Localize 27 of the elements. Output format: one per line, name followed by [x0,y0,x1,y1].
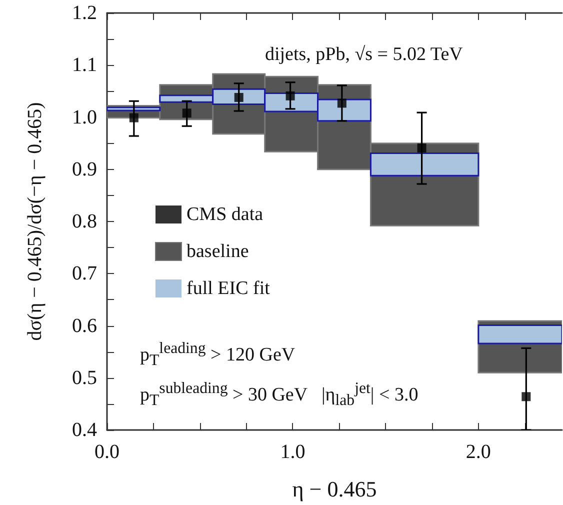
x-tick-label: 0.0 [94,441,120,463]
y-tick-label: 0.4 [72,419,97,441]
x-tick-label: 1.0 [280,441,306,463]
y-tick-label: 0.8 [72,210,97,232]
point [337,98,346,108]
point [129,113,138,122]
annotation: p$_{T}$$^{leading}$ > 120 GeV [140,339,296,372]
y-tick-label: 0.9 [72,158,97,180]
point [417,144,426,153]
y-tick-label: 1.2 [72,2,97,24]
point [522,392,531,402]
legend-label: CMS data [186,204,264,225]
legend-label: full EIC fit [186,278,271,299]
annotation: p$_{T}$$^{subleading}$ > 30 GeV |η$_{lab}$$^{jet}$| < 3.0 [140,379,418,412]
y-tick-label: 1.1 [72,54,97,76]
y-tick-label: 0.7 [72,262,97,285]
point [286,91,295,100]
text: dijets, pPb, √s = 5.02 TeV [265,44,464,65]
x-tick-label: 2.0 [466,441,491,463]
legend-label: baseline [186,241,249,262]
x-axis-title: η − 0.465 [292,476,377,502]
y-tick-label: 0.5 [72,366,97,389]
y-tick-label: 1.0 [72,106,97,128]
point [182,108,192,118]
y-axis-title: dσ(η − 0.465)/dσ(−η − 0.465) [24,102,46,341]
y-tick-label: 0.6 [72,314,97,337]
point [234,92,244,102]
